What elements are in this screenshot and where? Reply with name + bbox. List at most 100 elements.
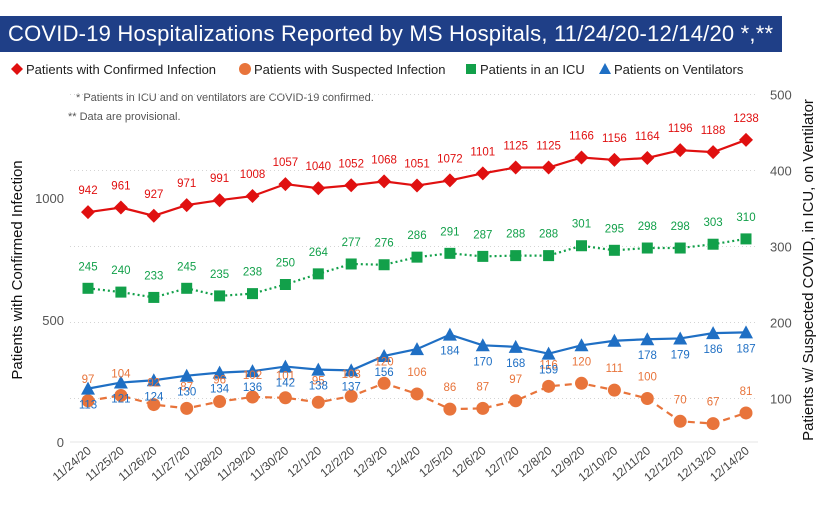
- patients-on-ventilators-marker: [113, 375, 128, 389]
- patients-with-suspected-infection-data-label: 104: [111, 368, 131, 380]
- patients-with-confirmed-infection-data-label: 1072: [437, 153, 463, 165]
- y-tick-left: 1000: [35, 191, 64, 206]
- patients-in-an-icu-marker: [608, 244, 620, 256]
- y-tick-right: 500: [770, 88, 792, 103]
- y-tick-right: 300: [770, 240, 792, 255]
- patients-on-ventilators-data-label: 137: [342, 381, 361, 393]
- patients-with-suspected-infection-marker: [410, 387, 424, 401]
- patients-on-ventilators-data-label: 124: [144, 391, 164, 403]
- patients-with-confirmed-infection-marker: [706, 145, 721, 160]
- patients-with-suspected-infection-marker: [180, 401, 194, 415]
- patients-in-an-icu-data-label: 245: [78, 261, 97, 273]
- patients-in-an-icu-marker: [378, 259, 390, 271]
- patients-with-confirmed-infection-data-label: 1166: [569, 130, 594, 142]
- legend-patients-on-ventilators-icon: [599, 63, 611, 74]
- patients-with-confirmed-infection-data-label: 927: [144, 189, 163, 201]
- patients-in-an-icu-marker: [740, 233, 752, 245]
- patients-on-ventilators-marker: [278, 359, 293, 373]
- patients-on-ventilators-data-label: 168: [506, 358, 525, 370]
- patients-with-confirmed-infection-data-label: 1188: [701, 125, 726, 137]
- patients-in-an-icu-data-label: 238: [243, 267, 262, 279]
- patients-with-suspected-infection-marker: [114, 388, 128, 402]
- patients-on-ventilators-marker: [212, 365, 227, 379]
- patients-with-suspected-infection-marker: [377, 376, 391, 390]
- patients-with-suspected-infection-marker: [476, 401, 490, 415]
- patients-in-an-icu-marker: [641, 242, 653, 254]
- patients-with-confirmed-infection-data-label: 1125: [536, 141, 561, 153]
- patients-on-ventilators-marker: [607, 333, 622, 347]
- legend-patients-in-an-icu-icon: [466, 64, 476, 74]
- patients-with-suspected-infection-data-label: 86: [444, 382, 457, 394]
- patients-on-ventilators-marker: [344, 363, 359, 377]
- patients-in-an-icu-data-label: 301: [572, 219, 591, 231]
- patients-in-an-icu-marker: [674, 242, 686, 254]
- patients-on-ventilators-marker: [410, 342, 424, 356]
- patients-on-ventilators-data-label: 187: [736, 343, 755, 355]
- patients-in-an-icu-data-label: 235: [210, 269, 229, 281]
- patients-with-confirmed-infection-marker: [442, 173, 457, 188]
- y-tick-right: 200: [770, 316, 792, 331]
- patients-with-confirmed-infection-marker: [311, 181, 326, 196]
- patients-in-an-icu-marker: [510, 250, 522, 262]
- patients-with-suspected-infection-data-label: 120: [572, 356, 591, 368]
- patients-with-confirmed-infection-marker: [278, 177, 293, 192]
- x-tick-label: 12/6/20: [449, 443, 489, 480]
- patients-with-confirmed-infection-marker: [344, 178, 359, 193]
- patients-with-suspected-infection-data-label: 95: [312, 375, 325, 387]
- legend-patients-with-confirmed-infection-icon: [11, 63, 23, 75]
- patients-in-an-icu-marker: [82, 282, 94, 294]
- legend-patients-on-ventilators-label: Patients on Ventilators: [614, 62, 744, 77]
- patients-with-confirmed-infection-marker: [179, 198, 194, 213]
- patients-on-ventilators-marker: [81, 381, 95, 395]
- patients-with-suspected-infection-marker: [640, 392, 654, 405]
- patients-on-ventilators-marker: [673, 331, 688, 345]
- patients-with-confirmed-infection-marker: [508, 160, 523, 175]
- patients-on-ventilators-data-label: 121: [111, 394, 130, 406]
- patients-with-suspected-infection-data-label: 87: [180, 381, 193, 393]
- y-tick-left: 500: [42, 313, 64, 328]
- patients-with-suspected-infection-marker: [311, 395, 325, 409]
- patients-in-an-icu-marker: [345, 258, 357, 270]
- patients-with-confirmed-infection-marker: [377, 174, 392, 189]
- patients-with-confirmed-infection-data-label: 1196: [668, 123, 693, 135]
- patients-with-suspected-infection-data-label: 102: [243, 370, 262, 382]
- y-tick-left: 0: [57, 435, 64, 450]
- x-tick-label: 12/4/20: [383, 443, 423, 480]
- patients-on-ventilators-data-label: 170: [473, 356, 492, 368]
- patients-in-an-icu-marker: [444, 247, 456, 259]
- patients-with-suspected-infection-marker: [81, 394, 95, 408]
- patients-in-an-icu-data-label: 298: [638, 221, 657, 233]
- patients-with-suspected-infection-marker: [278, 391, 292, 405]
- x-tick-label: 12/2/20: [317, 443, 357, 480]
- patients-in-an-icu-data-label: 286: [407, 230, 426, 242]
- title-bar: COVID-19 Hospitalizations Reported by MS…: [0, 16, 782, 52]
- patients-in-an-icu-data-label: 264: [309, 247, 329, 259]
- patients-on-ventilators-data-label: 178: [638, 350, 657, 362]
- patients-on-ventilators-marker: [508, 339, 523, 353]
- patients-with-suspected-infection-data-label: 120: [375, 356, 394, 368]
- patients-with-suspected-infection-marker: [344, 389, 358, 403]
- patients-in-an-icu-data-label: 233: [144, 270, 163, 282]
- patients-in-an-icu-data-label: 276: [375, 238, 394, 250]
- patients-in-an-icu-marker: [477, 250, 489, 262]
- patients-with-suspected-infection-data-label: 92: [147, 378, 160, 390]
- patients-with-suspected-infection-data-label: 97: [509, 374, 522, 386]
- patients-with-confirmed-infection-marker: [475, 166, 490, 181]
- patients-on-ventilators-data-label: 142: [276, 378, 295, 390]
- patients-on-ventilators-data-label: 179: [671, 349, 690, 361]
- patients-on-ventilators-marker: [739, 325, 753, 339]
- patients-with-confirmed-infection-data-label: 1052: [338, 158, 364, 170]
- patients-on-ventilators-data-label: 134: [210, 384, 230, 396]
- patients-in-an-icu-data-label: 295: [605, 223, 624, 235]
- x-tick-label: 12/5/20: [416, 443, 456, 480]
- patients-with-confirmed-infection-data-label: 1156: [602, 133, 627, 145]
- patients-in-an-icu-data-label: 250: [276, 258, 295, 270]
- y-tick-right: 400: [770, 164, 792, 179]
- patients-with-suspected-infection-marker: [147, 398, 161, 412]
- patients-in-an-icu-marker: [543, 250, 555, 262]
- patients-with-confirmed-infection-data-label: 1068: [371, 154, 397, 166]
- patients-with-suspected-infection-marker: [739, 406, 753, 420]
- patients-with-confirmed-infection-data-label: 1040: [306, 161, 332, 173]
